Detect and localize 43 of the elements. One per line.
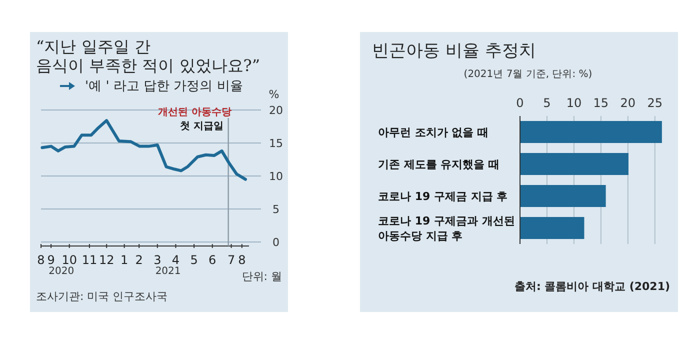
source-note: 출처: 콜롬비아 대학교 (2021): [514, 280, 670, 293]
y-tick-label: 기존 제도를 유지했을 때: [378, 158, 500, 171]
y-tick-label: 10: [269, 170, 283, 183]
bar: [520, 185, 606, 207]
bar: [520, 217, 584, 239]
x-tick-label: 8: [238, 253, 246, 267]
x-tick-label: 15: [593, 96, 609, 110]
y-tick-label: 15: [269, 137, 283, 150]
x-tick-label: 9: [47, 253, 55, 267]
y-tick-label: 코로나 19 구제금 지급 후: [378, 190, 508, 203]
x-tick-label: 8: [37, 253, 45, 267]
x-tick-label: 7: [227, 253, 236, 267]
legend-label: '예 ' 라고 답한 가정의 비율: [85, 79, 243, 94]
x-tick-label: 5: [543, 96, 551, 110]
x-tick-label: 6: [208, 253, 216, 267]
x-tick-label: 3: [154, 253, 162, 267]
ref-line-label: 개선된 아동수당 첫 지급일: [158, 107, 232, 132]
text: 2021: [155, 266, 181, 277]
x-tick-label: 20: [620, 96, 636, 110]
y-axis-title: %: [268, 88, 280, 101]
bar: [520, 153, 628, 175]
y-tick-label: 아무런 조치가 없을 때: [378, 126, 488, 139]
chart-title: “지난 일주일 간 음식이 부족한 적이 있었나요?”: [36, 37, 260, 75]
x-tick-label: 12: [98, 253, 114, 267]
text: 조사기관: 미국 인구조사국: [36, 290, 168, 303]
y-tick-label: 코로나 19 구제금과 개선된 아동수당 지급 후: [378, 214, 515, 242]
x-tick-label: 10: [566, 96, 582, 110]
x-tick-label: 4: [172, 253, 180, 267]
y-tick-label: 0: [272, 236, 280, 249]
chart-title: 빈곤아동 비율 추정치: [372, 41, 536, 61]
x-tick-label: 25: [647, 96, 663, 110]
x-tick-label: 11: [82, 253, 98, 267]
x-tick-label: 2: [135, 253, 143, 267]
x-tick-label: 10: [62, 253, 78, 267]
x-tick-label: 0: [516, 96, 524, 110]
chart-subtitle: (2021년 7월 기준, 단위: %): [464, 69, 592, 80]
text: 2020: [48, 266, 74, 277]
line-series: [40, 119, 247, 181]
x-tick-label: 1: [120, 253, 128, 267]
y-tick-label: 5: [272, 203, 280, 216]
bar: [520, 121, 662, 143]
x-axis-title: 단위: 월: [242, 270, 282, 283]
x-tick-label: 5: [190, 253, 198, 267]
